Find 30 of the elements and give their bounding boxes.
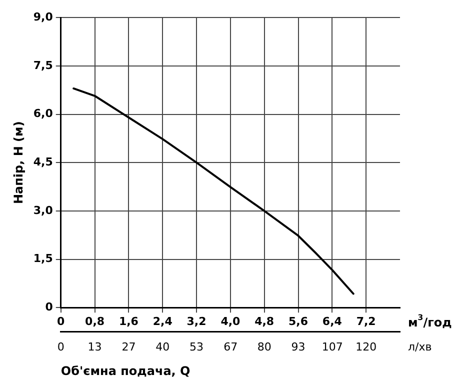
x2-tick-label: 13 [88, 340, 102, 354]
x2-tick-label: 93 [291, 340, 306, 354]
x2-tick-label: 120 [356, 340, 377, 354]
x2-tick-label: 53 [189, 340, 204, 354]
x-tick-label: 4,0 [220, 315, 241, 328]
x-tick-label: 1,6 [118, 315, 139, 328]
x2-tick-label: 27 [122, 340, 136, 354]
y-tick-label: 6,0 [33, 107, 54, 120]
x2-axis-title: л/хв [408, 340, 432, 354]
y-tick-label: 3,0 [33, 204, 54, 217]
x-tick-label: 0 [57, 315, 66, 328]
y-tick-label: 9,0 [33, 10, 54, 24]
x-tick-label: 7,2 [356, 315, 376, 328]
x-tick-label: 5,6 [288, 315, 308, 328]
x-tick-label: 4,8 [254, 315, 274, 328]
y-tick-label: 0 [45, 300, 54, 314]
x-tick-label: 3,2 [186, 315, 206, 328]
x-tick-label: 6,4 [322, 315, 342, 328]
x2-tick-label: 40 [156, 340, 170, 354]
y-tick-label: 7,5 [33, 58, 53, 72]
y-tick-label: 1,5 [33, 252, 53, 266]
y-tick-label: 4,5 [33, 155, 53, 168]
text: Об'ємна подача, Q [60, 364, 190, 378]
x2-tick-label: 67 [224, 340, 238, 354]
y-axis-title: Напір, H (м) [11, 121, 26, 204]
x-tick-label: 0,8 [85, 315, 105, 328]
x-tick-label: 2,4 [152, 315, 173, 328]
x2-tick-label: 0 [57, 340, 64, 354]
x2-tick-label: 80 [257, 340, 272, 354]
x2-tick-label: 107 [322, 340, 343, 354]
